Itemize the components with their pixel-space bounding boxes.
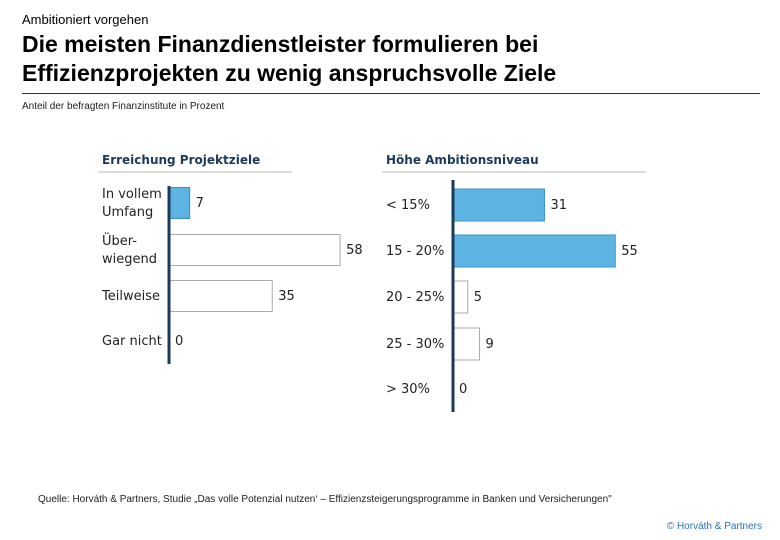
chart-2-value-label: 9 (486, 337, 494, 352)
chart-1-value-label: 58 (346, 243, 363, 258)
category-label-line: 25 - 30% (386, 337, 444, 352)
chart-1-category-label: Teilweise (101, 289, 160, 304)
category-label-line: Teilweise (101, 289, 160, 304)
kicker: Ambitioniert vorgehen (22, 12, 149, 27)
charts-canvas: Erreichung Projektziele In vollem Umfang 7 Ü… (98, 153, 646, 412)
page-title-line-2: Effizienzprojekten zu wenig anspruchsvol… (22, 60, 557, 86)
category-label-line: Umfang (102, 205, 153, 220)
page-title: Die meisten Finanzdienstleister formulie… (22, 30, 762, 88)
chart-2-bar (452, 188, 545, 222)
title-divider (22, 93, 760, 94)
chart-1-category-label: In vollem Umfang (102, 187, 162, 220)
category-label-line: 15 - 20% (386, 244, 444, 259)
category-label-line: < 15% (386, 198, 430, 213)
category-label-line: > 30% (386, 382, 430, 397)
chart-2-category-label: 20 - 25% (386, 290, 444, 305)
chart-2-value-label: 55 (621, 244, 638, 259)
chart-2-category-label: 15 - 20% (386, 244, 444, 259)
chart-2-category-label: 25 - 30% (386, 337, 444, 352)
page-title-line-1: Die meisten Finanzdienstleister formulie… (22, 31, 539, 57)
chart-2-category-label: > 30% (386, 382, 430, 397)
category-label-line: Über- (102, 232, 137, 249)
category-label-line: In vollem (102, 187, 162, 202)
chart-1-bar (168, 280, 273, 312)
chart-1-category-label: Gar nicht (102, 334, 162, 349)
chart-1-bar (168, 187, 191, 219)
chart-subtitle: Anteil der befragten Finanzinstitute in … (22, 101, 225, 112)
category-label-line: 20 - 25% (386, 290, 444, 305)
category-label-line: Gar nicht (102, 334, 162, 349)
chart-1-value-label: 0 (175, 334, 183, 349)
chart-2-value-label: 5 (474, 290, 482, 305)
chart-1-value-label: 7 (196, 196, 204, 211)
chart-1-bar (168, 234, 341, 266)
chart-2-bar (452, 327, 481, 361)
chart-2-value-label: 31 (550, 198, 567, 213)
chart-1-title: Erreichung Projektziele (102, 153, 260, 167)
chart-2-bar (452, 234, 616, 268)
chart-1-value-label: 35 (278, 289, 295, 304)
chart-1-category-label: Über-wiegend (102, 232, 157, 267)
source-note: Quelle: Horváth & Partners, Studie „Das … (38, 494, 612, 505)
category-label-line: wiegend (102, 252, 157, 267)
chart-2-title: Höhe Ambitionsniveau (386, 153, 539, 167)
chart-2-value-label: 0 (459, 382, 467, 397)
chart-2-bar (452, 280, 469, 314)
copyright-note: © Horváth & Partners (666, 521, 762, 532)
chart-2-category-label: < 15% (386, 198, 430, 213)
